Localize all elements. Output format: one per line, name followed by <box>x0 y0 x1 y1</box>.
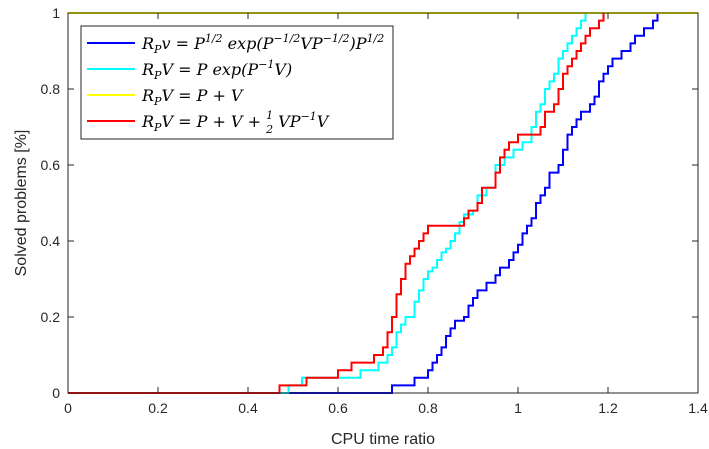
y-tick-label: 0.6 <box>41 157 61 173</box>
y-tick-label: 0.8 <box>41 81 61 97</box>
x-tick-label: 1 <box>514 400 522 416</box>
x-tick-label: 1.4 <box>688 400 708 416</box>
x-tick-label: 0.2 <box>148 400 168 416</box>
x-tick-label: 0.4 <box>238 400 258 416</box>
x-tick-label: 0.6 <box>328 400 348 416</box>
series-line-0 <box>68 13 659 394</box>
legend-label-linear: RPV = P + V <box>141 86 244 108</box>
y-tick-label: 1 <box>52 5 60 21</box>
x-tick-label: 0.8 <box>418 400 438 416</box>
tick-layer: 0 0.2 0.4 0.6 0.8 1 1.2 1.4 0 0.2 0.4 0.6 0.8 1 <box>41 5 708 416</box>
y-tick-label: 0.2 <box>41 309 61 325</box>
y-tick-label: 0.4 <box>41 233 61 249</box>
x-tick-label: 0 <box>64 400 72 416</box>
y-axis-label: Solved problems [%] <box>13 130 30 277</box>
y-tick-label: 0 <box>52 385 60 401</box>
axes-box <box>67 12 699 394</box>
legend: RPv = P1/2 exp(P−1/2VP−1/2)P1/2 RPV = P … <box>80 25 394 140</box>
series-line-3 <box>68 13 605 394</box>
x-axis-label: CPU time ratio <box>331 431 435 448</box>
x-tick-label: 1.2 <box>598 400 618 416</box>
